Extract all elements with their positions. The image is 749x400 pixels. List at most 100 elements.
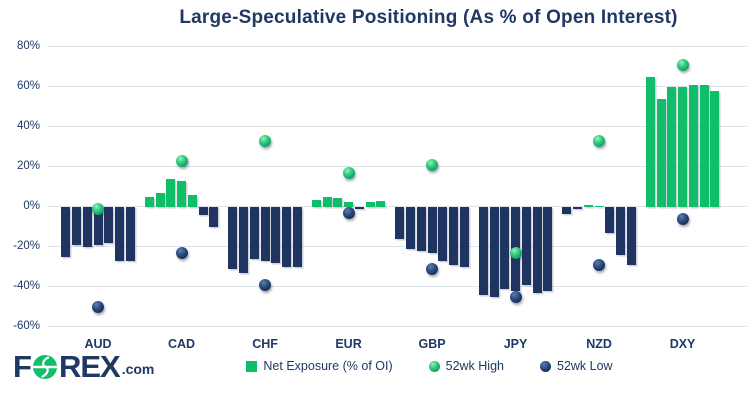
low-marker-dot-GBP — [426, 262, 439, 275]
legend-item-52wk-high: 52wk High — [428, 359, 504, 373]
forex-logo: F REX .com — [13, 351, 154, 382]
gridline--20 — [47, 246, 747, 248]
x-axis-label-NZD: NZD — [586, 336, 612, 351]
legend-item-net-exposure: Net Exposure (% of OI) — [246, 359, 393, 373]
bar-CAD-1 — [144, 196, 154, 207]
low-marker-dot-CHF — [259, 278, 272, 291]
high-marker-dot-CAD — [175, 154, 188, 167]
x-axis-label-AUD: AUD — [84, 336, 112, 351]
bar-CAD-3 — [166, 178, 176, 207]
bar-CHF-7 — [292, 206, 302, 267]
high-marker-dot-AUD — [92, 202, 105, 215]
high-marker-dot-GBP — [426, 158, 439, 171]
gridline--40 — [47, 286, 747, 288]
bar-CAD-2 — [155, 192, 165, 207]
y-tick-label: 20% — [16, 159, 40, 172]
bar-JPY-6 — [532, 206, 542, 293]
bar-CHF-4 — [260, 206, 270, 261]
low-marker-dot-JPY — [509, 290, 522, 303]
bar-EUR-2 — [322, 196, 332, 207]
bar-AUD-6 — [115, 206, 125, 261]
logo-text-f: F — [13, 349, 32, 384]
chart-title: Large-Speculative Positioning (As % of O… — [179, 7, 678, 28]
bar-NZD-5 — [605, 206, 615, 233]
bar-AUD-4 — [93, 206, 103, 245]
bar-GBP-3 — [416, 206, 426, 251]
bar-NZD-1 — [562, 206, 572, 214]
y-tick-label: -20% — [13, 239, 40, 252]
bar-GBP-2 — [406, 206, 416, 249]
bar-AUD-5 — [104, 206, 114, 243]
bar-JPY-7 — [543, 206, 553, 291]
low-marker-dot-DXY — [676, 212, 689, 225]
bar-CHF-5 — [271, 206, 281, 263]
gridline-80 — [47, 46, 747, 48]
bar-DXY-7 — [710, 90, 720, 207]
bar-CHF-2 — [239, 206, 249, 273]
x-axis-label-EUR: EUR — [335, 336, 362, 351]
low-marker-dot-EUR — [342, 206, 355, 219]
high-marker-swatch-icon — [428, 360, 440, 372]
low-marker-dot-AUD — [92, 300, 105, 313]
x-axis-label-DXY: DXY — [669, 336, 696, 351]
y-tick-label: 40% — [16, 119, 40, 132]
bar-NZD-2 — [573, 206, 583, 209]
legend-label-52wk-high: 52wk High — [445, 359, 504, 373]
bar-GBP-7 — [459, 206, 469, 267]
low-marker-dot-CAD — [175, 246, 188, 259]
logo-text-com: .com — [121, 360, 155, 377]
y-tick-label: 80% — [16, 39, 40, 52]
bar-CAD-4 — [177, 180, 187, 207]
bar-DXY-3 — [667, 86, 677, 207]
legend-label-52wk-low: 52wk Low — [557, 359, 613, 373]
high-marker-dot-JPY — [509, 246, 522, 259]
legend: Net Exposure (% of OI) 52wk High 52wk Lo… — [110, 359, 749, 373]
bar-GBP-5 — [438, 206, 448, 261]
y-tick-label: -60% — [13, 319, 40, 332]
bar-CHF-3 — [249, 206, 259, 259]
x-axis-label-GBP: GBP — [418, 336, 446, 351]
legend-item-52wk-low: 52wk Low — [540, 359, 613, 373]
bar-JPY-5 — [521, 206, 531, 285]
bar-JPY-2 — [489, 206, 499, 297]
bar-CAD-5 — [187, 194, 197, 207]
bar-DXY-5 — [688, 84, 698, 207]
bar-DXY-4 — [678, 86, 688, 207]
bar-CAD-6 — [198, 206, 208, 215]
logo-text-rex: REX — [58, 349, 121, 384]
bar-DXY-6 — [699, 84, 709, 207]
bar-AUD-3 — [82, 206, 92, 247]
bar-NZD-7 — [626, 206, 636, 265]
high-marker-dot-EUR — [342, 166, 355, 179]
y-tick-label: 60% — [16, 79, 40, 92]
high-marker-dot-NZD — [593, 134, 606, 147]
x-axis-label-CAD: CAD — [168, 336, 196, 351]
forex-o-icon — [32, 354, 58, 380]
gridline-40 — [47, 126, 747, 128]
bar-AUD-1 — [61, 206, 71, 257]
bar-EUR-1 — [311, 199, 321, 207]
bar-EUR-5 — [354, 206, 364, 209]
bar-AUD-7 — [125, 206, 135, 261]
high-marker-dot-CHF — [259, 134, 272, 147]
bar-CHF-1 — [228, 206, 238, 269]
bar-NZD-6 — [616, 206, 626, 255]
bar-EUR-6 — [365, 201, 375, 207]
bar-DXY-1 — [645, 76, 655, 207]
bar-AUD-2 — [72, 206, 82, 245]
bar-NZD-4 — [594, 205, 604, 208]
y-tick-label: 0% — [23, 199, 40, 212]
gridline-60 — [47, 86, 747, 88]
bar-CAD-7 — [209, 206, 219, 227]
y-tick-label: -40% — [13, 279, 40, 292]
high-marker-dot-DXY — [676, 58, 689, 71]
bar-EUR-4 — [344, 201, 354, 207]
net-exposure-swatch-icon — [246, 360, 258, 372]
bar-EUR-3 — [333, 197, 343, 207]
x-axis-label-CHF: CHF — [252, 336, 278, 351]
bar-JPY-3 — [500, 206, 510, 289]
bar-DXY-2 — [656, 98, 666, 207]
bar-GBP-4 — [427, 206, 437, 253]
bar-GBP-6 — [449, 206, 459, 265]
